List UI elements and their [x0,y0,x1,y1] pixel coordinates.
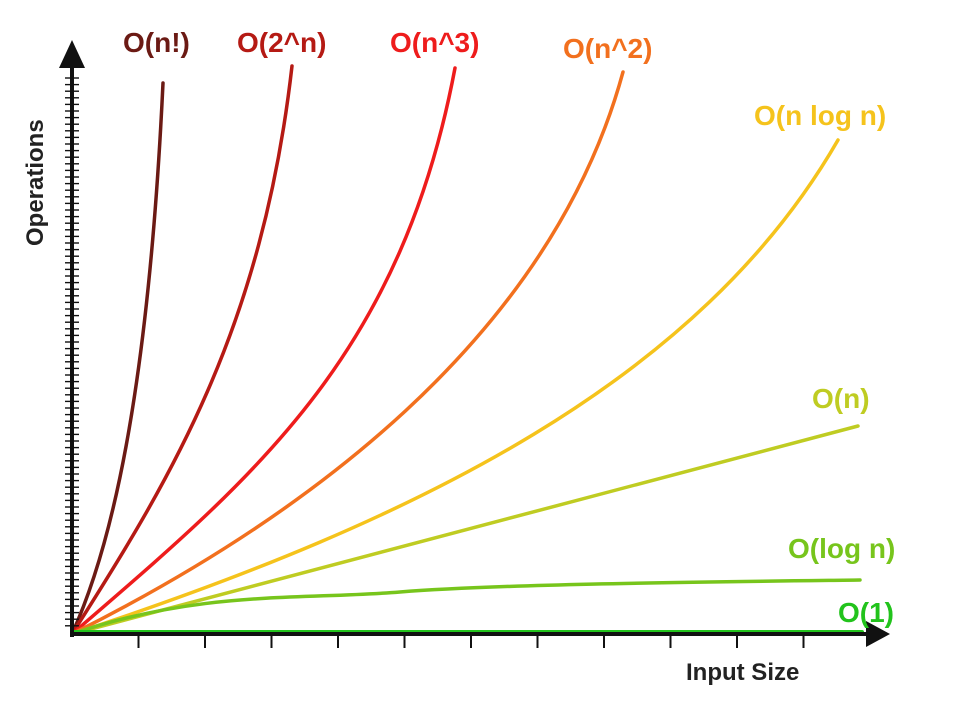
y-axis-title: Operations [22,119,49,246]
y-axis-ticks [65,77,79,627]
x-axis-ticks [137,634,805,648]
series-line-logarithmic [70,578,862,636]
series-label-quadratic: O(n^2) [563,33,652,64]
series-label-linear: O(n) [812,383,870,414]
series-label-exponential: O(2^n) [237,27,326,58]
series-line-exponential [70,64,294,636]
series-labels: O(n!) O(2^n) O(n^3) O(n^2) O(n log n) O(n) O(l… [123,27,895,628]
axes [59,40,890,648]
series-label-factorial: O(n!) [123,27,190,58]
series-line-quadratic [70,70,625,636]
y-axis-arrow [59,40,85,68]
series-line-cubic [70,66,457,636]
series-label-constant: O(1) [838,597,894,628]
series-line-linearithmic [70,138,840,636]
series-line-factorial [70,81,165,636]
x-axis-arrow [866,621,890,647]
series-label-linearithmic: O(n log n) [754,100,886,131]
series-label-logarithmic: O(log n) [788,533,895,564]
series-line-linear [70,424,860,636]
x-axis-title: Input Size [686,659,799,686]
series-label-cubic: O(n^3) [390,27,479,58]
series-curves [70,64,864,636]
